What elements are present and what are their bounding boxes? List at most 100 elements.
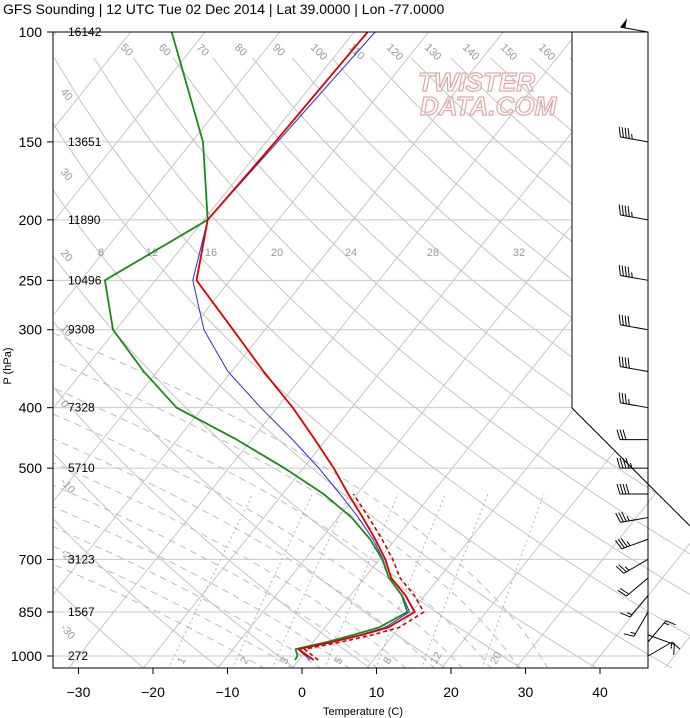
dry-adiabat-line <box>93 57 690 668</box>
y-tick-label: 1000 <box>11 648 42 664</box>
y-tick-label: 200 <box>19 212 43 228</box>
watermark-line2: DATA.COM <box>420 91 558 121</box>
wind-barb-full <box>627 266 630 278</box>
isotherm-label: 20 <box>58 247 75 264</box>
dry-adiabat-label: 60 <box>156 42 173 59</box>
moist-adiabat-line <box>53 219 493 668</box>
y-tick-label: 300 <box>19 322 43 338</box>
wind-barb-staff <box>620 214 649 221</box>
wind-barb-full <box>627 128 630 139</box>
dry-adiabat-line <box>53 57 599 668</box>
dry-adiabat-line <box>212 57 690 668</box>
isotherm-line <box>663 32 690 668</box>
dry-adiabat-label: 130 <box>422 42 443 63</box>
wind-barb-full <box>617 539 625 549</box>
y-tick-label: 850 <box>19 604 43 620</box>
right-isotherm-label: -10 <box>599 400 619 420</box>
wind-barb-full <box>615 540 623 550</box>
virtual-temperature-line <box>303 493 425 661</box>
wind-barb-full <box>673 644 675 655</box>
x-tick-label: −20 <box>141 684 165 700</box>
dry-adiabat-line <box>53 57 297 668</box>
height-label: 272 <box>68 649 88 663</box>
mixing-ratio-line <box>420 493 489 668</box>
mixing-ratio-line <box>271 493 350 668</box>
isotherm-line <box>365 32 690 668</box>
wind-barb-half <box>626 612 633 616</box>
moist-adiabat-line <box>53 219 464 668</box>
isotherm-line <box>53 32 504 668</box>
wind-barb-full <box>618 564 627 573</box>
isotherm-line <box>514 32 690 668</box>
dry-adiabat-label: 90 <box>270 42 287 59</box>
theta-e-label: 16 <box>205 247 217 259</box>
wind-barb-half <box>624 566 630 571</box>
chart-title: GFS Sounding | 12 UTC Tue 02 Dec 2014 | … <box>3 1 445 17</box>
wind-barb-full <box>619 429 624 440</box>
wind-barb-full <box>618 126 621 138</box>
wind-barb-half <box>631 211 633 218</box>
mixing-ratio-label: 1 <box>175 655 188 666</box>
plot-frame <box>52 31 649 669</box>
wind-barb-full <box>622 429 627 440</box>
moist-adiabat-line <box>53 219 408 668</box>
moist-adiabat-line <box>53 219 295 668</box>
wind-barb-half <box>663 622 670 626</box>
y-tick-label: 700 <box>19 551 43 567</box>
wind-barb-full <box>616 483 621 495</box>
wind-barb-full <box>616 458 621 469</box>
wind-barb-full <box>621 314 624 326</box>
wind-barb-staff <box>629 595 649 618</box>
x-tick-label: 0 <box>298 684 306 700</box>
wind-barb-full <box>615 512 621 523</box>
x-tick-label: −30 <box>67 684 91 700</box>
wind-barb-full <box>665 620 676 626</box>
right-isotherm-label: 30 <box>571 85 588 102</box>
isotherm-label: -10 <box>58 476 77 496</box>
right-isotherm-label: 0 <box>571 347 584 360</box>
y-tick-label: 500 <box>19 460 43 476</box>
isotherm-line <box>53 32 281 668</box>
dry-adiabat-line <box>489 57 690 668</box>
mixing-ratio-label: 12 <box>428 650 445 667</box>
height-label: 9308 <box>68 323 95 337</box>
wind-barb-half <box>630 631 636 635</box>
dry-adiabat-line <box>53 57 690 668</box>
wind-barb-full <box>620 538 628 548</box>
wind-barb-staff <box>623 558 649 574</box>
dry-adiabat-line <box>53 57 675 668</box>
wind-barb-staff <box>620 402 649 409</box>
isotherm-line <box>67 32 579 668</box>
y-tick-label: 150 <box>19 134 43 150</box>
theta-e-label: 32 <box>513 247 525 259</box>
wind-barb-full <box>621 511 627 522</box>
wind-barb-full <box>618 314 621 325</box>
wind-barb-staff <box>620 366 649 372</box>
dry-adiabat-label: 160 <box>536 42 557 63</box>
hodograph-boundary <box>571 32 690 527</box>
wind-barb-flag <box>620 18 628 28</box>
wind-barb-full <box>624 393 627 404</box>
wind-barb-full <box>623 633 635 637</box>
dry-adiabat-line <box>53 57 524 668</box>
isotherm-line <box>53 32 132 668</box>
wind-barb-staff <box>620 136 649 143</box>
wind-barb-full <box>619 587 630 595</box>
wind-barb-staff <box>620 324 649 331</box>
height-label: 13651 <box>68 135 102 149</box>
moist-adiabat-line <box>53 219 521 668</box>
wind-barb-staff <box>647 620 667 643</box>
wind-barb-full <box>618 204 621 216</box>
dry-adiabat-line <box>53 57 372 668</box>
dry-adiabat-line <box>53 57 146 668</box>
theta-e-label: 8 <box>98 247 104 259</box>
height-label: 5710 <box>68 461 95 475</box>
mixing-ratio-line <box>481 493 545 668</box>
wind-barb-full <box>621 356 624 368</box>
x-tick-label: 20 <box>443 684 459 700</box>
